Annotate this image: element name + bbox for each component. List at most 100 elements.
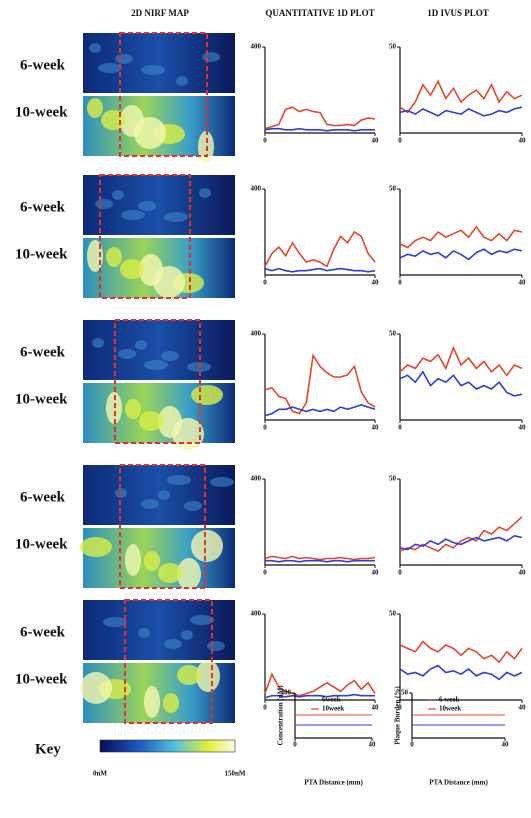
nirf-spot xyxy=(190,615,214,625)
x-tick-label: 0 xyxy=(398,137,402,145)
nirf-map-6week xyxy=(83,600,235,660)
nirf-spot xyxy=(141,499,159,509)
x-tick-label: 40 xyxy=(372,704,380,712)
x-tick-label: 40 xyxy=(519,569,527,577)
x-tick-label: 40 xyxy=(519,704,527,712)
nirf-spot xyxy=(199,188,211,198)
data-line xyxy=(399,106,523,117)
data-line xyxy=(264,693,375,699)
data-line xyxy=(399,79,523,114)
nirf-hotspot xyxy=(158,563,182,583)
x-tick-label: 40 xyxy=(519,137,527,145)
nirf-spot xyxy=(92,338,104,348)
roi-box xyxy=(114,319,201,444)
nirf-hotspot xyxy=(87,98,103,118)
nirf-map-6week xyxy=(83,320,235,380)
data-line xyxy=(399,248,523,261)
nirf-spot xyxy=(158,490,170,500)
nirf-hotspot xyxy=(153,266,185,298)
nirf-hotspot xyxy=(163,693,179,713)
nirf-spot xyxy=(135,340,147,350)
colorbar-min: 0nM xyxy=(93,770,107,778)
y-tick-label: 50 xyxy=(389,475,397,483)
key-xlabel: PTA Distance (mm) xyxy=(429,779,488,787)
row-label: 6-week xyxy=(20,344,66,360)
nirf-spot xyxy=(176,76,188,86)
data-line xyxy=(264,230,376,268)
x-tick-label: 0 xyxy=(263,569,267,577)
nirf-spot xyxy=(161,351,179,361)
nirf-spot xyxy=(115,54,133,64)
x-tick-label: 40 xyxy=(369,741,377,749)
data-line xyxy=(264,127,375,132)
nirf-hotspot xyxy=(80,537,112,557)
data-line xyxy=(264,267,376,273)
x-tick-label: 0 xyxy=(398,279,402,287)
x-tick-label: 0 xyxy=(263,137,267,145)
roi-box xyxy=(119,32,208,157)
row-label: 10-week xyxy=(15,391,68,407)
nirf-spot xyxy=(118,349,136,359)
nirf-spot xyxy=(103,617,127,627)
x-tick-label: 40 xyxy=(519,424,527,432)
data-line xyxy=(399,516,523,553)
nirf-spot xyxy=(207,641,225,651)
nirf-hotspot xyxy=(191,530,223,562)
nirf-hotspot xyxy=(125,399,141,419)
x-tick-label: 0 xyxy=(398,569,402,577)
y-tick-label: 400 xyxy=(251,330,262,338)
y-tick-label: 50 xyxy=(389,610,397,618)
nirf-hotspot xyxy=(144,686,160,718)
key-title: Key xyxy=(35,741,61,757)
nirf-spot xyxy=(138,201,156,211)
data-line xyxy=(399,664,523,681)
data-line xyxy=(399,225,523,249)
nirf-spot xyxy=(89,43,101,53)
x-tick-label: 0 xyxy=(410,741,414,749)
nirf-spot xyxy=(98,63,122,73)
y-tick-label: 50 xyxy=(401,689,409,697)
nirf-hotspot xyxy=(177,558,201,590)
nirf-spot xyxy=(138,628,150,638)
data-line xyxy=(264,555,376,561)
legend-label: 6week xyxy=(322,696,341,704)
nirf-map-6week xyxy=(83,33,235,93)
x-tick-label: 40 xyxy=(372,424,380,432)
nirf-hotspot xyxy=(196,660,220,692)
nirf-spot xyxy=(181,630,193,640)
roi-box xyxy=(124,599,213,724)
row-label: 6-week xyxy=(20,489,66,505)
roi-box xyxy=(119,464,206,589)
nirf-hotspot xyxy=(125,544,141,576)
column-header: QUANTITATIVE 1D PLOT xyxy=(265,8,374,18)
colorbar-max: 150nM xyxy=(225,770,246,778)
nirf-spot xyxy=(141,65,165,75)
row-label: 10-week xyxy=(15,671,68,687)
y-tick-label: 400 xyxy=(281,689,292,697)
row-label: 6-week xyxy=(20,624,66,640)
nirf-spot xyxy=(112,190,124,200)
data-line xyxy=(399,640,523,664)
key-ylabel: Concentration (nM) xyxy=(277,685,285,746)
y-tick-label: 50 xyxy=(389,185,397,193)
legend-label: 10week xyxy=(322,705,344,713)
nirf-spot xyxy=(184,501,202,511)
row-label: 6-week xyxy=(20,199,66,215)
key-xlabel: PTA Distance (mm) xyxy=(304,779,363,787)
y-tick-label: 400 xyxy=(251,475,262,483)
row-label: 10-week xyxy=(15,104,68,120)
nirf-hotspot xyxy=(106,247,122,267)
nirf-hotspot xyxy=(134,117,166,149)
x-tick-label: 40 xyxy=(519,279,527,287)
column-header: 1D IVUS PLOT xyxy=(427,8,489,18)
data-line xyxy=(399,370,523,397)
data-line xyxy=(265,559,375,563)
x-tick-label: 0 xyxy=(398,424,402,432)
x-tick-label: 0 xyxy=(263,279,267,287)
nirf-hotspot xyxy=(177,665,201,685)
nirf-spot xyxy=(210,477,234,487)
y-tick-label: 400 xyxy=(251,185,262,193)
y-tick-label: 50 xyxy=(389,330,397,338)
